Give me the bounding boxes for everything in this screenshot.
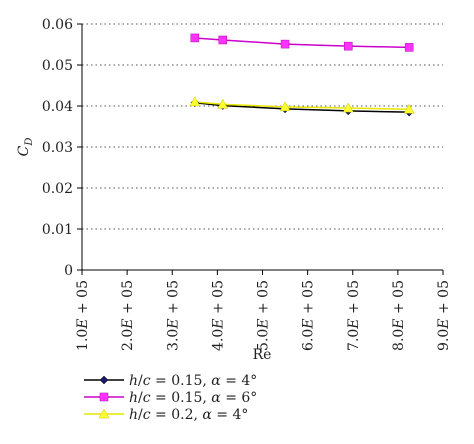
square-marker <box>99 392 109 402</box>
y-tick-label: 0.05 <box>42 58 73 74</box>
triangle-marker <box>342 102 354 113</box>
x-tick-label-mantissa: 9.0 <box>436 329 452 351</box>
x-tick-label: 7.0E + 05 <box>346 280 362 351</box>
x-tick-labels: 1.0E + 052.0E + 053.0E + 054.0E + 055.0E… <box>75 280 452 351</box>
triangle-marker <box>279 101 291 112</box>
legend-label-part: h <box>129 390 138 406</box>
x-tick-label-exponent: + 05 <box>256 280 272 318</box>
legend-label-part: c <box>143 407 151 423</box>
triangle-marker <box>217 98 229 109</box>
legend-label-part: = 4° <box>221 373 258 389</box>
legend-label: h/c = 0.15, α = 6° <box>129 390 257 406</box>
legend-label-part: c <box>143 373 151 389</box>
triangle-marker <box>98 408 110 419</box>
tick-marks <box>77 23 444 275</box>
x-axis-title: Re <box>253 347 272 363</box>
x-tick-label: 9.0E + 05 <box>436 280 452 351</box>
x-tick-label-e: E <box>120 318 136 329</box>
x-tick-label-e: E <box>301 318 317 329</box>
x-tick-label: 5.0E + 05 <box>256 280 272 351</box>
x-tick-label: 8.0E + 05 <box>391 280 407 351</box>
x-tick-label-e: E <box>346 318 362 329</box>
x-tick-label-exponent: + 05 <box>120 280 136 318</box>
square-marker <box>190 33 200 43</box>
legend-label-part: c <box>143 390 151 406</box>
y-tick-label: 0 <box>64 263 73 279</box>
legend-label-part: = 0.15, <box>151 390 212 406</box>
x-tick-label-e: E <box>436 318 452 329</box>
square-marker <box>404 43 414 52</box>
x-tick-label-exponent: + 05 <box>391 280 407 318</box>
x-tick-label-exponent: + 05 <box>301 280 317 318</box>
y-tick-label: 0.01 <box>42 222 73 238</box>
y-tick-label: 0.06 <box>42 17 73 33</box>
x-tick-label: 3.0E + 05 <box>165 280 181 351</box>
legend: h/c = 0.15, α = 4°h/c = 0.15, α = 6°h/c … <box>84 373 257 423</box>
y-tick-label: 0.03 <box>42 140 73 156</box>
x-tick-label: 6.0E + 05 <box>301 280 317 351</box>
legend-label: h/c = 0.15, α = 4° <box>129 373 257 389</box>
legend-label-part: / <box>138 373 143 389</box>
legend-label-part: α <box>211 373 221 389</box>
x-tick-label-e: E <box>75 318 91 329</box>
legend-label-part: / <box>138 407 143 423</box>
x-tick-label-mantissa: 6.0 <box>301 329 317 351</box>
square-marker <box>343 41 353 51</box>
x-tick-label-exponent: + 05 <box>75 280 91 318</box>
diamond-marker <box>99 375 109 385</box>
x-tick-label-mantissa: 5.0 <box>256 329 272 351</box>
y-tick-label: 0.02 <box>42 181 73 197</box>
x-tick-label: 2.0E + 05 <box>120 280 136 351</box>
x-tick-label-mantissa: 8.0 <box>391 329 407 351</box>
y-axis-title: CD <box>16 138 35 157</box>
y-axis-title-main: C <box>16 145 32 156</box>
square-marker <box>280 39 290 49</box>
y-axis-title-sub: D <box>24 138 35 147</box>
x-tick-label-mantissa: 4.0 <box>210 329 226 351</box>
square-marker <box>218 35 228 45</box>
x-tick-label-mantissa: 7.0 <box>346 329 362 351</box>
x-tick-label: 1.0E + 05 <box>75 280 91 351</box>
legend-label-part: h <box>129 373 138 389</box>
legend-label-part: α <box>202 407 212 423</box>
legend-label: h/c = 0.2, α = 4° <box>129 407 248 423</box>
x-tick-label-mantissa: 1.0 <box>75 329 91 351</box>
x-tick-label-e: E <box>165 318 181 329</box>
x-tick-label-exponent: + 05 <box>436 280 452 318</box>
x-tick-label: 4.0E + 05 <box>210 280 226 351</box>
legend-label-part: h <box>129 407 138 423</box>
legend-label-part: = 4° <box>212 407 249 423</box>
legend-label-part: = 6° <box>221 390 258 406</box>
y-tick-labels: 0 0.01 0.02 0.03 0.04 0.05 0.06 <box>42 17 73 279</box>
y-tick-label: 0.04 <box>42 99 73 115</box>
x-tick-label-exponent: + 05 <box>346 280 362 318</box>
x-tick-label-mantissa: 3.0 <box>165 329 181 351</box>
legend-label-part: = 0.2, <box>151 407 203 423</box>
legend-label-part: α <box>211 390 221 406</box>
x-tick-label-exponent: + 05 <box>210 280 226 318</box>
x-tick-label-e: E <box>256 318 272 329</box>
x-tick-label-e: E <box>391 318 407 329</box>
series-markers <box>189 33 415 117</box>
triangle-marker <box>403 103 415 114</box>
x-tick-label-mantissa: 2.0 <box>120 329 136 351</box>
x-tick-label-e: E <box>210 318 226 329</box>
triangle-marker <box>189 96 201 107</box>
legend-label-part: / <box>138 390 143 406</box>
legend-label-part: = 0.15, <box>151 373 212 389</box>
x-tick-label-exponent: + 05 <box>165 280 181 318</box>
